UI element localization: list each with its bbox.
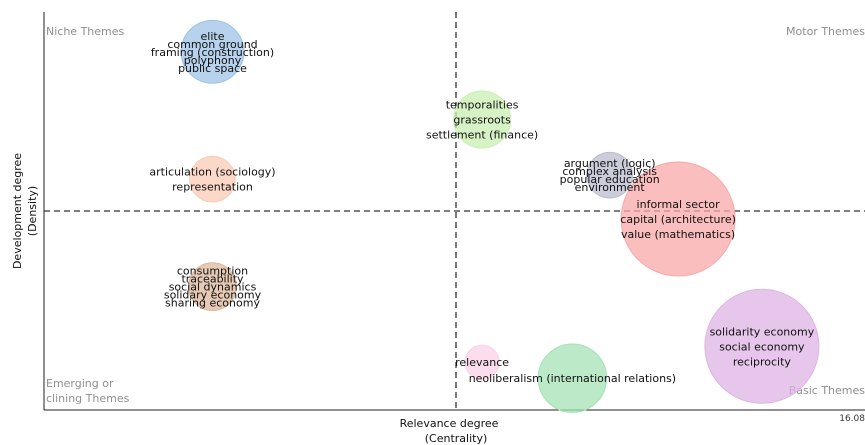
bubble-layer bbox=[180, 19, 820, 413]
cluster-bubble bbox=[464, 344, 500, 380]
quadrant-labels: Niche Themes Motor Themes Emerging or cl… bbox=[46, 25, 865, 405]
quadrant-label-emerging-line-1: Emerging or bbox=[46, 377, 114, 390]
cluster-bubble bbox=[586, 151, 634, 199]
quadrant-label-motor: Motor Themes bbox=[786, 25, 865, 38]
cluster-label: social economy bbox=[719, 340, 805, 353]
cluster-bubble bbox=[188, 262, 237, 312]
cluster-label: sharing economy bbox=[165, 297, 260, 310]
x-axis-tick-right: 16.08 bbox=[839, 414, 865, 424]
cluster-label: reciprocity bbox=[733, 355, 792, 368]
cluster-label: articulation (sociology) bbox=[149, 166, 275, 179]
cluster-bubble bbox=[537, 343, 608, 413]
cluster-label: temporalities bbox=[446, 99, 519, 112]
cluster-label: relevance bbox=[455, 356, 509, 369]
cluster-bubble bbox=[453, 90, 512, 149]
y-axis-title-line-2: (Density) bbox=[26, 186, 39, 236]
cluster-label: consumption bbox=[177, 265, 248, 278]
cluster-label: complex analysis bbox=[562, 165, 657, 178]
cluster-bubble bbox=[620, 161, 736, 277]
cluster-bubble bbox=[180, 19, 245, 84]
cluster-label: value (mathematics) bbox=[621, 228, 735, 241]
cluster-bubble bbox=[189, 155, 236, 203]
quadrant-label-emerging-line-2: clining Themes bbox=[46, 392, 130, 405]
cluster-label: grassroots bbox=[453, 114, 511, 127]
cluster-label: solidary economy bbox=[164, 289, 262, 302]
axis-titles: Relevance degree (Centrality) Developmen… bbox=[11, 153, 865, 445]
cluster-label: polyphony bbox=[184, 54, 242, 67]
cluster-label: public space bbox=[178, 62, 247, 75]
quadrant-label-niche: Niche Themes bbox=[46, 25, 125, 38]
cluster-label: informal sector bbox=[637, 198, 721, 211]
cluster-label: capital (architecture) bbox=[620, 213, 736, 226]
x-axis-title-line-2: (Centrality) bbox=[425, 432, 488, 445]
cluster-label: framing (construction) bbox=[151, 46, 274, 59]
cluster-label: representation bbox=[172, 181, 253, 194]
cluster-label: settlement (finance) bbox=[426, 129, 538, 142]
cluster-label: common ground bbox=[167, 38, 257, 51]
cluster-label: environment bbox=[575, 181, 646, 194]
quadrant-label-basic: Basic Themes bbox=[789, 384, 865, 397]
cluster-label: solidarity economy bbox=[710, 325, 815, 338]
y-axis-title-line-1: Development degree bbox=[11, 153, 24, 269]
cluster-label: neoliberalism (international relations) bbox=[469, 372, 676, 385]
cluster-bubble bbox=[704, 288, 820, 404]
cluster-label: argument (logic) bbox=[564, 157, 656, 170]
x-axis-title-line-1: Relevance degree bbox=[400, 417, 499, 430]
cluster-label: social dynamics bbox=[169, 281, 257, 294]
cluster-label: elite bbox=[201, 30, 225, 43]
cluster-label: traceability bbox=[181, 273, 244, 286]
cluster-label: popular education bbox=[560, 173, 660, 186]
